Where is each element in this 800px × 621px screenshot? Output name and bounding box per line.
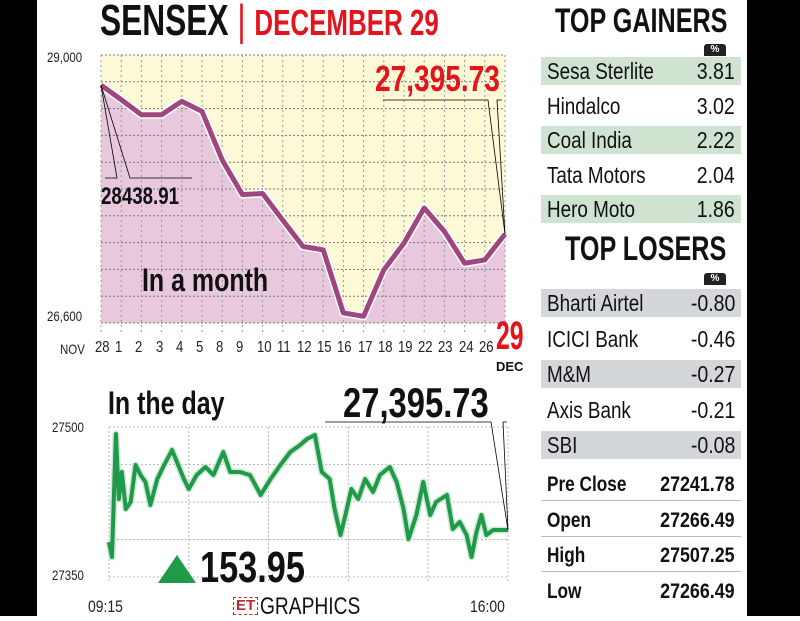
stock-name: Coal India: [547, 126, 632, 154]
day-y-tick-min: 27350: [52, 567, 84, 583]
top-losers-title: TOP LOSERS: [565, 230, 726, 269]
stock-change: -0.08: [690, 431, 735, 459]
gainer-row: Sesa Sterlite 3.81: [541, 57, 741, 85]
stock-name: Axis Bank: [547, 396, 631, 424]
stock-name: Bharti Airtel: [547, 289, 643, 317]
top-gainers-title: TOP GAINERS: [555, 2, 727, 41]
loser-row: Bharti Airtel -0.80: [541, 289, 741, 317]
stat-label: High: [547, 541, 585, 571]
stock-change: 3.02: [697, 92, 735, 120]
stat-label: Low: [547, 577, 581, 607]
stock-name: ICICI Bank: [547, 325, 638, 353]
day-x-tick-end: 16:00: [470, 597, 505, 617]
stock-change: 1.86: [697, 195, 735, 223]
graphics-credit: GRAPHICS: [260, 593, 360, 621]
stock-name: Sesa Sterlite: [547, 57, 654, 85]
loser-row: Axis Bank -0.21: [541, 396, 741, 424]
stat-label: Open: [547, 506, 591, 536]
day-chart: [0, 0, 540, 616]
day-series-line: [109, 434, 508, 557]
stock-name: Tata Motors: [547, 161, 646, 189]
stat-value: 27241.78: [661, 470, 735, 500]
stat-row: Low 27266.49: [541, 577, 741, 607]
stock-change: 2.22: [697, 126, 735, 154]
stock-change: -0.80: [690, 289, 735, 317]
day-close-value-label: 27,395.73: [343, 379, 489, 427]
stat-label: Pre Close: [547, 470, 626, 500]
day-chart-title: In the day: [108, 385, 225, 422]
up-triangle-icon: [158, 555, 196, 583]
gainer-row: Hindalco 3.02: [541, 92, 741, 120]
day-x-tick-start: 09:15: [88, 597, 123, 617]
stock-change: -0.21: [690, 396, 735, 424]
stat-value: 27266.49: [661, 577, 735, 607]
stock-change: -0.27: [690, 360, 735, 388]
stock-change: -0.46: [690, 325, 735, 353]
loser-row: M&M -0.27: [541, 360, 741, 388]
stat-row: Open 27266.49: [541, 506, 741, 537]
stock-name: M&M: [547, 360, 591, 388]
losers-percent-badge: %: [704, 273, 726, 285]
gainer-row: Hero Moto 1.86: [541, 195, 741, 223]
stat-row: Pre Close 27241.78: [541, 470, 741, 501]
gainer-row: Coal India 2.22: [541, 126, 741, 154]
stat-value: 27507.25: [661, 541, 735, 571]
stock-change: 2.04: [697, 161, 735, 189]
right-border: [747, 0, 800, 616]
day-y-tick-max: 27500: [52, 419, 84, 435]
stat-row: High 27507.25: [541, 541, 741, 572]
stat-value: 27266.49: [661, 506, 735, 536]
stock-name: SBI: [547, 431, 577, 459]
stock-name: Hero Moto: [547, 195, 635, 223]
et-logo: ET: [233, 597, 258, 615]
stock-change: 3.81: [697, 57, 735, 85]
loser-row: SBI -0.08: [541, 431, 741, 459]
stock-name: Hindalco: [547, 92, 620, 120]
gainers-percent-badge: %: [704, 44, 726, 56]
gainer-row: Tata Motors 2.04: [541, 161, 741, 189]
day-change-value: 153.95: [200, 543, 305, 593]
loser-row: ICICI Bank -0.46: [541, 325, 741, 353]
